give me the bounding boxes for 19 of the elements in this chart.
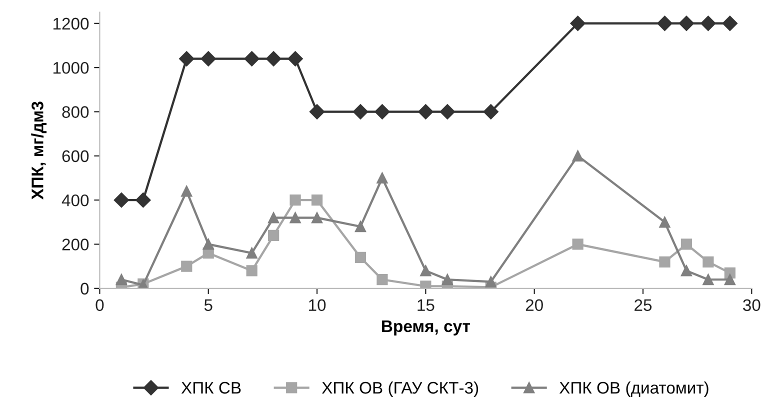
y-tick-label: 600	[62, 150, 89, 162]
x-tick-label: 15	[418, 299, 434, 312]
legend-label: ХПК СВ	[181, 382, 241, 394]
y-tick-label: 1200	[53, 18, 89, 30]
y-axis-title: ХПК, мг/дм3	[31, 102, 47, 200]
x-tick-label: 25	[634, 299, 652, 312]
x-tick-label: 10	[309, 299, 326, 312]
legend-label: ХПК ОВ (диатомит)	[559, 381, 708, 397]
y-tick-label: 0	[80, 282, 89, 295]
x-axis-title: Время, сут	[382, 320, 470, 336]
x-tick-label: 0	[96, 299, 104, 312]
y-tick-label: 200	[62, 238, 89, 250]
x-tick-label: 30	[743, 299, 760, 312]
y-tick-label: 800	[62, 106, 89, 118]
x-tick-label: 5	[204, 299, 212, 312]
y-tick-label: 1000	[53, 62, 89, 74]
x-tick-label: 20	[526, 299, 543, 312]
legend-label: ХПК ОВ (ГАУ СКТ-3)	[322, 381, 478, 397]
y-tick-label: 400	[62, 194, 89, 206]
